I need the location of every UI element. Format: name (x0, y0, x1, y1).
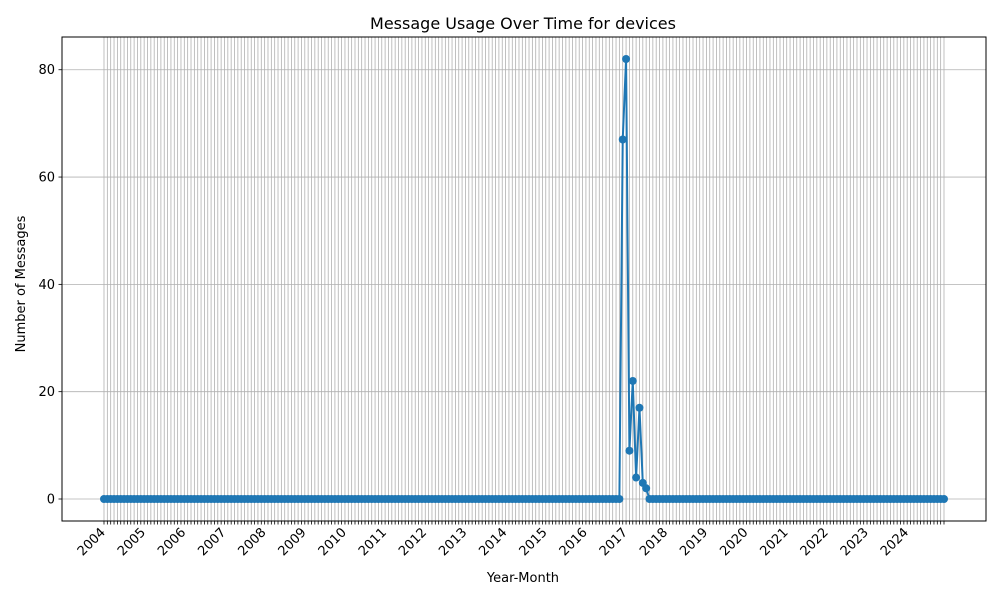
data-point (642, 484, 651, 493)
y-tick-label: 80 (38, 63, 55, 78)
x-axis-label: Year-Month (486, 571, 559, 586)
data-point (615, 495, 624, 503)
data-point (625, 446, 634, 455)
data-point (618, 135, 627, 144)
y-axis-label: Number of Messages (14, 215, 29, 352)
plot-frame (61, 36, 987, 522)
data-point (622, 55, 631, 63)
y-tick-label: 20 (38, 385, 55, 400)
data-point (635, 403, 644, 412)
chart-title: Message Usage Over Time for devices (370, 14, 676, 33)
data-point (940, 495, 948, 503)
data-point (632, 473, 641, 482)
y-tick-label: 40 (38, 278, 55, 293)
series-layer (100, 55, 948, 503)
data-point (628, 376, 637, 385)
y-tick-label: 0 (47, 493, 55, 508)
grid-layer (62, 37, 986, 521)
y-tick-label: 60 (38, 171, 55, 186)
